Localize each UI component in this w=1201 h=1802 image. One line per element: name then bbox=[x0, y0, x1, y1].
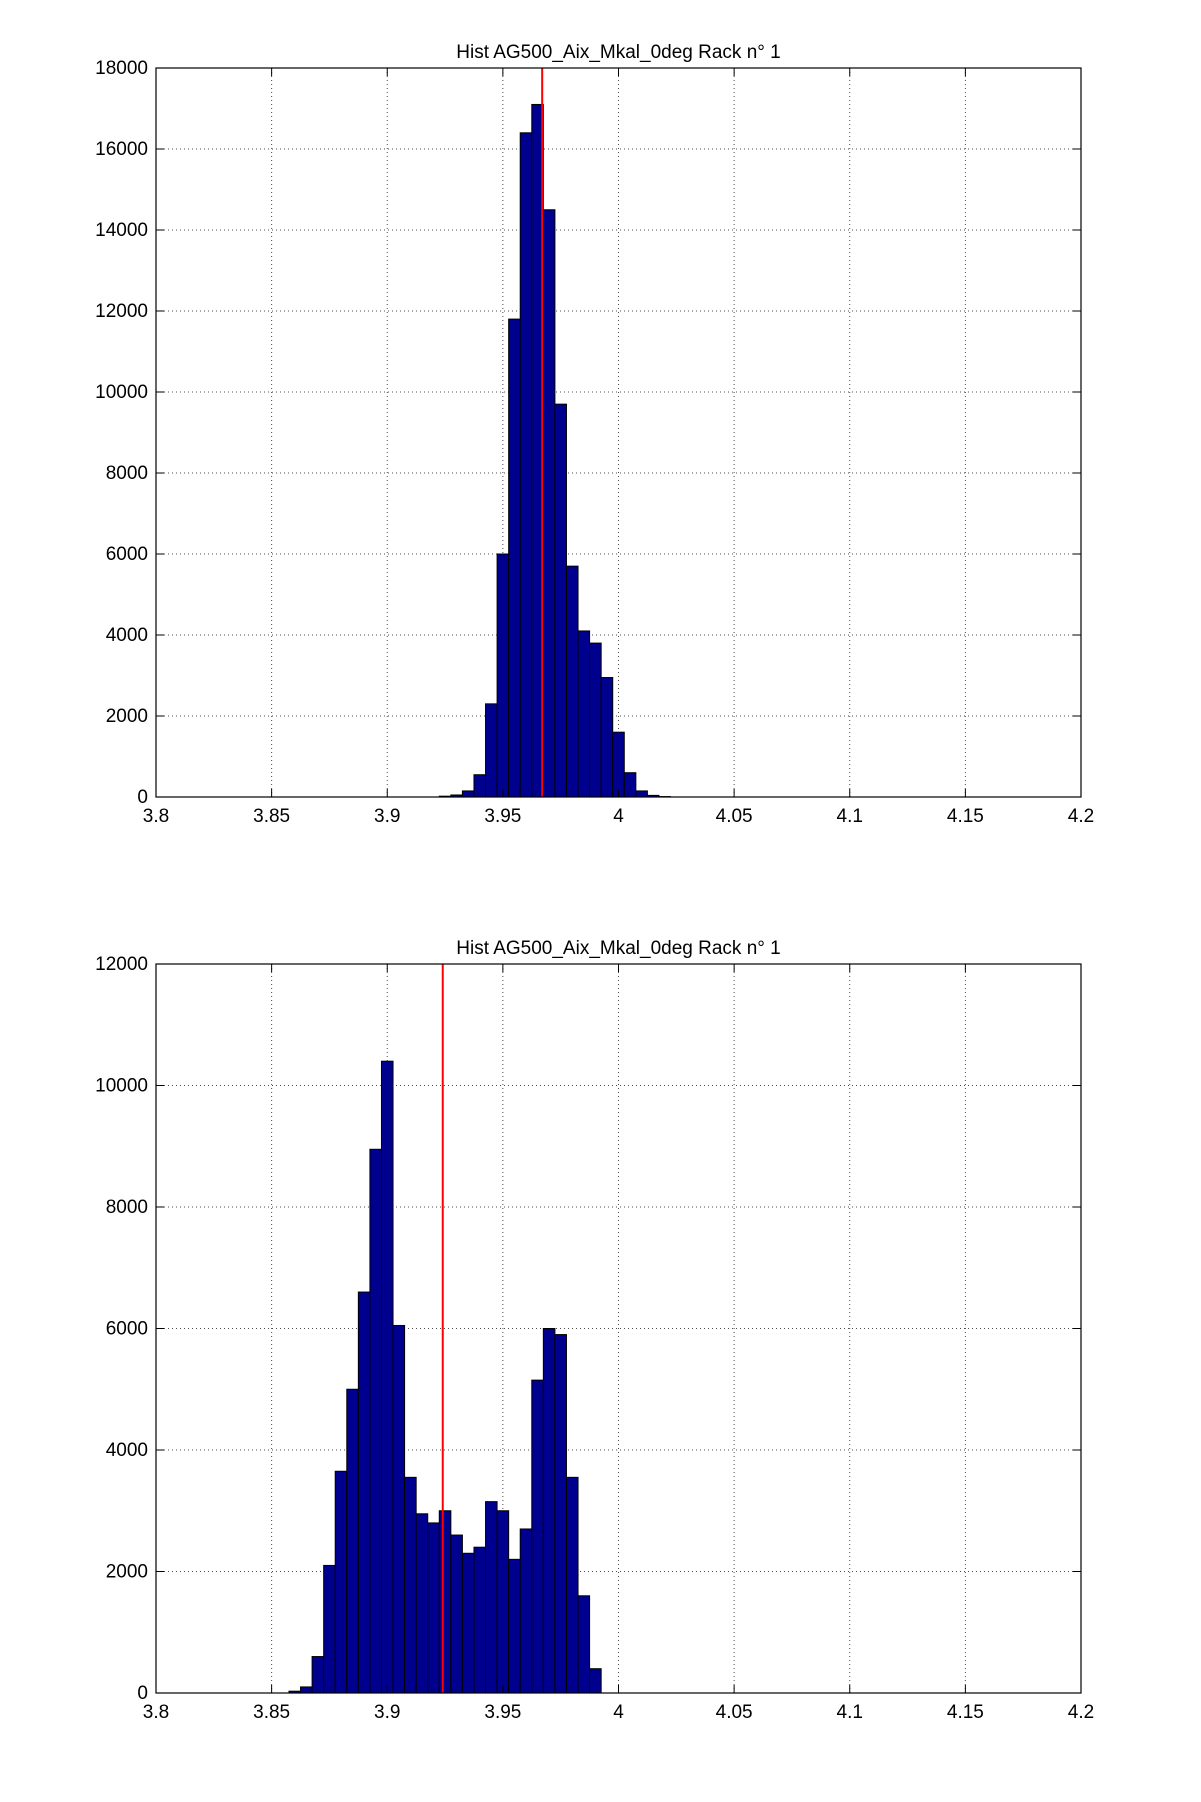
histogram-bar bbox=[485, 1501, 498, 1694]
histogram-bar bbox=[438, 1510, 452, 1694]
x-tick-label: 4.2 bbox=[1068, 806, 1094, 827]
histogram-bar bbox=[589, 642, 602, 798]
histogram-bar bbox=[565, 1476, 579, 1694]
histogram-bar bbox=[508, 1558, 521, 1694]
histogram-bar bbox=[612, 731, 625, 798]
y-tick-label: 12000 bbox=[95, 301, 148, 322]
histogram-bar bbox=[554, 403, 567, 798]
histogram-bar bbox=[334, 1470, 348, 1694]
histogram-bar bbox=[311, 1656, 325, 1694]
histogram-bar bbox=[357, 1291, 371, 1694]
y-tick-label: 6000 bbox=[106, 544, 148, 565]
x-tick-label: 3.8 bbox=[143, 1702, 169, 1723]
x-tick-label: 4 bbox=[613, 806, 624, 827]
x-tick-label: 4.15 bbox=[947, 1702, 984, 1723]
y-tick-label: 0 bbox=[137, 1683, 148, 1704]
histogram-top: Hist AG500_Aix_Mkal_0deg Rack n° 1 3.8 3.… bbox=[95, 42, 1094, 827]
histogram-bar bbox=[623, 772, 637, 798]
y-tick-label: 2000 bbox=[106, 706, 148, 727]
histogram-bar bbox=[577, 630, 591, 798]
x-tick-label: 4.05 bbox=[716, 1702, 753, 1723]
chart-title-bottom: Hist AG500_Aix_Mkal_0deg Rack n° 1 bbox=[456, 938, 780, 959]
histogram-bar bbox=[300, 1686, 313, 1694]
histogram-bar bbox=[600, 677, 614, 798]
x-tick-label: 4.1 bbox=[837, 1702, 863, 1723]
histogram-bar bbox=[380, 1060, 394, 1694]
y-tick-label: 12000 bbox=[95, 954, 148, 975]
y-tick-label: 8000 bbox=[106, 463, 148, 484]
histogram-bar bbox=[485, 703, 498, 798]
y-tick-label: 10000 bbox=[95, 1076, 148, 1097]
histogram-bar bbox=[346, 1388, 359, 1694]
histogram-bar bbox=[323, 1564, 336, 1694]
x-tick-label: 3.85 bbox=[253, 1702, 290, 1723]
histogram-bar bbox=[519, 132, 533, 798]
histogram-bar bbox=[589, 1668, 602, 1694]
histogram-bar bbox=[542, 1328, 556, 1694]
y-tick-label: 16000 bbox=[95, 139, 148, 160]
x-tick-label: 3.95 bbox=[484, 806, 521, 827]
y-tick-label: 0 bbox=[137, 787, 148, 808]
x-tick-label: 3.8 bbox=[143, 806, 169, 827]
y-tick-label: 6000 bbox=[106, 1319, 148, 1340]
histogram-bar bbox=[519, 1528, 533, 1694]
histogram-bar bbox=[635, 790, 648, 798]
histogram-bar bbox=[473, 1546, 487, 1694]
histogram-bar bbox=[565, 565, 579, 798]
x-tick-label: 3.9 bbox=[374, 1702, 400, 1723]
histogram-bar bbox=[404, 1476, 417, 1694]
x-tick-label: 4.1 bbox=[837, 806, 863, 827]
histogram-bar bbox=[369, 1148, 382, 1694]
x-tick-label: 3.9 bbox=[374, 806, 400, 827]
histogram-bar bbox=[577, 1595, 591, 1694]
y-tick-label: 10000 bbox=[95, 382, 148, 403]
histogram-bar bbox=[415, 1513, 429, 1694]
histogram-bar bbox=[508, 318, 521, 798]
histogram-bar bbox=[496, 1510, 510, 1694]
y-tick-label: 2000 bbox=[106, 1562, 148, 1583]
y-tick-label: 4000 bbox=[106, 1440, 148, 1461]
x-tick-label: 4 bbox=[613, 1702, 624, 1723]
histogram-bar bbox=[461, 1552, 475, 1694]
histogram-bar bbox=[473, 774, 487, 798]
y-tick-label: 8000 bbox=[106, 1197, 148, 1218]
y-tick-label: 4000 bbox=[106, 625, 148, 646]
histogram-bottom: Hist AG500_Aix_Mkal_0deg Rack n° 1 3.8 3.… bbox=[95, 938, 1094, 1723]
x-tick-label: 4.05 bbox=[716, 806, 753, 827]
x-tick-label: 3.95 bbox=[484, 1702, 521, 1723]
histogram-bar bbox=[461, 790, 475, 798]
histogram-bar bbox=[496, 553, 510, 798]
histogram-bar bbox=[450, 1534, 463, 1694]
histogram-bar bbox=[542, 209, 556, 798]
histogram-bar bbox=[392, 1324, 406, 1694]
x-tick-label: 4.2 bbox=[1068, 1702, 1094, 1723]
y-tick-label: 14000 bbox=[95, 220, 148, 241]
y-tick-label: 18000 bbox=[95, 58, 148, 79]
x-tick-label: 3.85 bbox=[253, 806, 290, 827]
x-tick-label: 4.15 bbox=[947, 806, 984, 827]
histogram-bar bbox=[554, 1334, 567, 1694]
histogram-bar bbox=[531, 1379, 544, 1694]
chart-title-top: Hist AG500_Aix_Mkal_0deg Rack n° 1 bbox=[456, 42, 780, 63]
histogram-bar bbox=[427, 1522, 440, 1694]
